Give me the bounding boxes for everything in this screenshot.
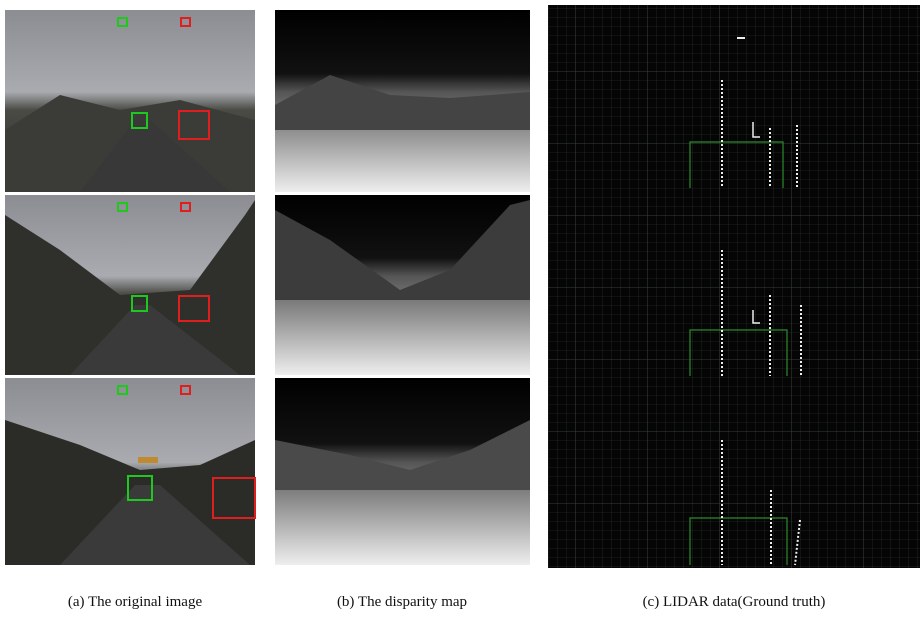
caption: (c) LIDAR data(Ground truth) [643, 594, 826, 610]
lidar-views [548, 5, 920, 568]
road-image [5, 10, 255, 192]
disparity-maps [275, 10, 530, 565]
road-image [5, 378, 255, 565]
figure: (a) The original image (b) The disparity… [0, 0, 923, 631]
page: (a) The original image (b) The disparity… [0, 0, 923, 631]
road-image [5, 195, 255, 375]
caption: (b) The disparity map [337, 594, 467, 610]
original-images [5, 10, 255, 565]
caption: (a) The original image [68, 594, 203, 610]
